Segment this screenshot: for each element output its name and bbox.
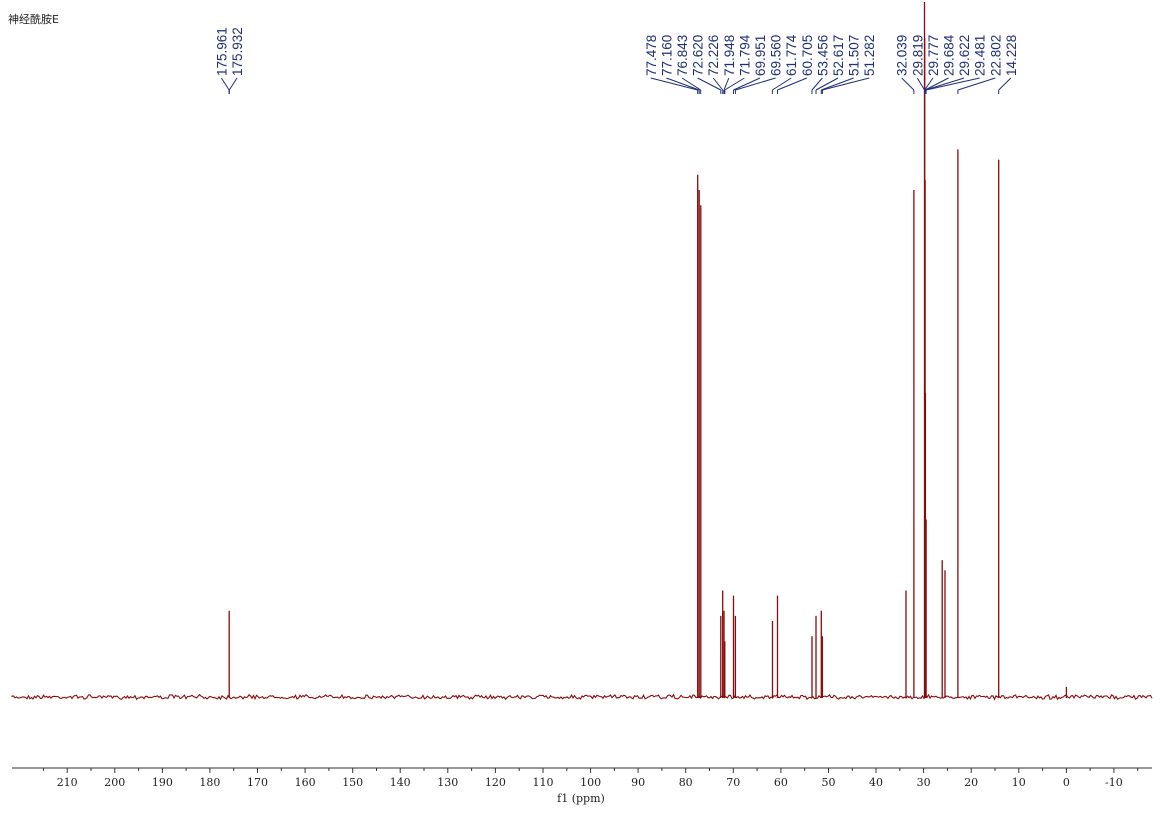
x-tick-label: 190 [152, 776, 173, 789]
peak-label: 29.777 [926, 35, 941, 76]
peak-label-connector [724, 77, 745, 91]
peak-label: 69.951 [753, 35, 768, 76]
peak-label-connector [681, 77, 701, 91]
peak-label: 53.456 [815, 35, 830, 76]
spectrum-baseline [11, 693, 1153, 701]
peak-labels-layer: 175.961 175.932 77.478 77.160 76.843 72.620 72… [214, 27, 1019, 94]
x-tick-label: 80 [679, 776, 693, 789]
x-tick-label: 70 [726, 776, 740, 789]
peak-label: 51.507 [847, 35, 862, 76]
peak-label: 29.481 [973, 35, 988, 76]
x-tick-label: 110 [533, 776, 554, 789]
x-tick-label: 210 [57, 776, 78, 789]
peak-label-connector [811, 77, 823, 91]
x-tick-label: 40 [869, 776, 883, 789]
peak-label-connector [815, 77, 839, 91]
peak-label: 29.684 [942, 34, 957, 76]
peak-label: 14.228 [1004, 35, 1019, 76]
peak-label: 60.705 [800, 35, 815, 76]
x-axis-label: f1 (ppm) [557, 792, 605, 805]
x-tick-label: 130 [437, 776, 458, 789]
x-tick-label: 0 [1063, 776, 1070, 789]
peak-label: 71.794 [737, 34, 752, 76]
peak-label: 77.160 [659, 35, 674, 76]
peak-label-connector [821, 77, 854, 91]
peak-label: 72.226 [706, 35, 721, 76]
peak-label-connector [220, 77, 230, 91]
peak-label-connector [228, 77, 238, 91]
x-tick-label: -10 [1105, 776, 1123, 789]
page-title: 神经酰胺E [8, 13, 59, 26]
peak-label-connector [772, 77, 792, 91]
peak-label-connector [916, 77, 925, 91]
peak-label: 69.560 [769, 35, 784, 76]
x-tick-label: 170 [247, 776, 268, 789]
peak-label-connector [666, 77, 700, 91]
peak-label: 77.478 [644, 35, 659, 76]
spectrum-layer [11, 2, 1153, 701]
peak-label-connector [733, 77, 761, 91]
peak-label-connector [924, 77, 949, 91]
peak-label: 72.620 [691, 35, 706, 76]
x-tick-label: 120 [485, 776, 506, 789]
peak-label-connector [998, 77, 1012, 91]
x-tick-label: 60 [774, 776, 788, 789]
peak-label: 175.932 [230, 27, 245, 76]
peak-label-connector [822, 77, 870, 91]
x-tick-label: 10 [1012, 776, 1026, 789]
peak-label-connector [712, 77, 724, 91]
x-tick-label: 200 [104, 776, 125, 789]
peak-label: 175.961 [214, 27, 229, 76]
x-tick-label: 50 [822, 776, 836, 789]
peak-label-connector [924, 77, 934, 91]
peak-label: 22.802 [988, 35, 1003, 76]
x-tick-label: 180 [199, 776, 220, 789]
peak-label: 51.282 [862, 35, 877, 76]
peak-label-connector [735, 77, 776, 91]
x-axis: 210 200 190 180 170 160 150 140 130 120 110 100 90 80… [12, 767, 1152, 805]
x-tick-label: 100 [580, 776, 601, 789]
peak-label-connector [925, 77, 965, 91]
x-tick-label: 140 [390, 776, 411, 789]
x-tick-label: 30 [917, 776, 931, 789]
x-tick-label: 90 [631, 776, 645, 789]
peak-label-connector [957, 77, 996, 91]
peak-label-connector [650, 77, 698, 91]
peak-label-connector [697, 77, 722, 91]
peak-label: 29.819 [910, 35, 925, 76]
peak-label-connector [723, 77, 730, 91]
peak-label: 52.617 [831, 35, 846, 76]
peak-label: 61.774 [784, 34, 799, 76]
peak-label: 29.622 [957, 35, 972, 76]
peak-label-connector [777, 77, 807, 91]
peak-label: 76.843 [675, 35, 690, 76]
x-tick-label: 160 [295, 776, 316, 789]
peak-label: 71.948 [722, 35, 737, 76]
x-tick-label: 150 [342, 776, 363, 789]
peak-label: 32.039 [895, 35, 910, 76]
peak-label-connector [901, 77, 915, 91]
peak-label-connector [925, 77, 980, 91]
x-tick-label: 20 [964, 776, 978, 789]
